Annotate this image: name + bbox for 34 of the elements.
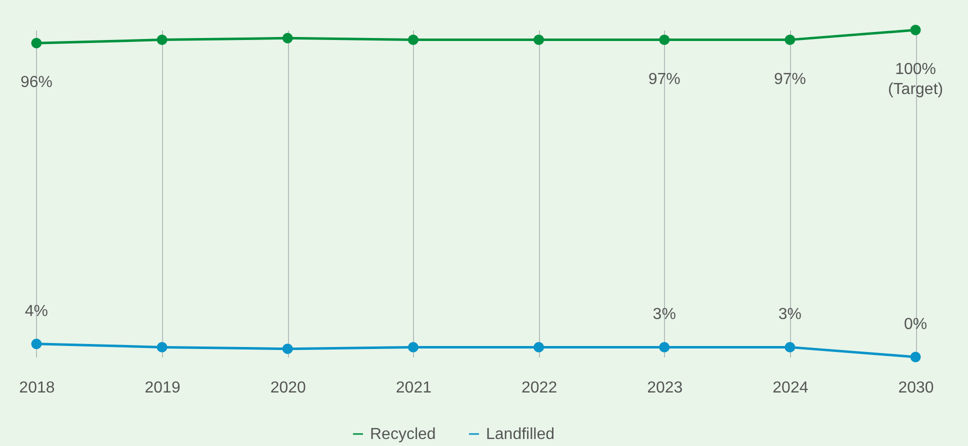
point: [282, 32, 293, 44]
x-tick-label: 2022: [521, 380, 558, 396]
point: [659, 342, 670, 352]
point: [910, 352, 921, 362]
point: [156, 342, 168, 352]
x-tick-label: 2030: [898, 380, 934, 396]
point: [659, 34, 670, 46]
point: [534, 34, 544, 46]
data-label: 3%: [652, 306, 676, 324]
x-tick-label: 2023: [647, 380, 683, 396]
data-label: 0%: [904, 316, 928, 333]
data-label: 96%: [20, 74, 52, 92]
point: [910, 24, 921, 36]
data-label: 100% (Target): [888, 61, 944, 98]
point: [784, 342, 796, 352]
x-tick-label: 2019: [144, 380, 180, 396]
legend-label: Recycled: [370, 426, 436, 443]
point: [282, 344, 293, 354]
data-label: 97%: [774, 70, 806, 88]
data-label: 3%: [778, 306, 802, 324]
point: [408, 34, 418, 46]
point: [31, 38, 42, 48]
point: [156, 34, 168, 46]
data-label: 4%: [24, 302, 48, 320]
data-label: 97%: [648, 70, 680, 88]
x-tick-label: 2024: [772, 380, 808, 396]
x-tick-label: 2021: [396, 380, 432, 396]
point: [31, 338, 42, 350]
x-tick-label: 2018: [19, 380, 55, 396]
legend-label: Landfilled: [486, 426, 554, 443]
point: [534, 342, 544, 352]
point: [408, 342, 418, 352]
point: [784, 34, 796, 46]
x-tick-label: 2020: [270, 380, 306, 396]
